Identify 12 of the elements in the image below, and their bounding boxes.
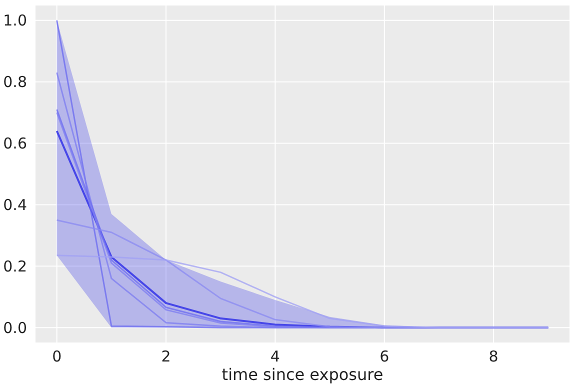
y-tick-label: 0.8: [3, 73, 27, 92]
x-tick-label: 2: [161, 348, 171, 366]
x-axis-title: time since exposure: [222, 365, 384, 384]
x-tick-label: 6: [380, 348, 390, 366]
y-tick-label: 0.4: [3, 196, 27, 214]
x-tick-label: 8: [488, 348, 498, 366]
x-tick-label: 0: [52, 348, 62, 366]
y-tick-label: 0.2: [3, 258, 27, 276]
x-tick-label: 4: [270, 348, 280, 366]
y-tick-label: 0.0: [3, 318, 27, 337]
y-tick-label: 1.0: [3, 12, 27, 30]
y-tick-label: 0.6: [3, 134, 27, 153]
